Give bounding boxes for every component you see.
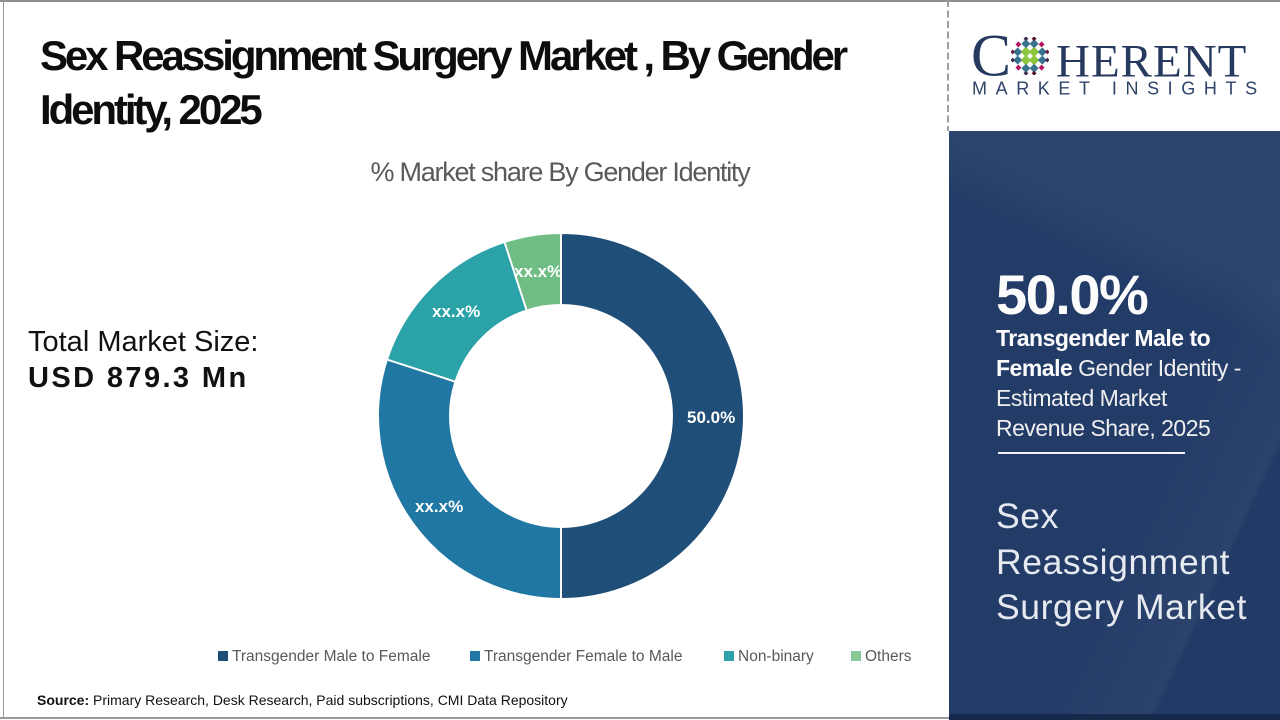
svg-text:MARKET INSIGHTS: MARKET INSIGHTS: [972, 79, 1266, 99]
svg-text:50.0%: 50.0%: [687, 408, 735, 427]
svg-text:HERENT: HERENT: [1056, 36, 1247, 88]
svg-text:C: C: [971, 23, 1011, 89]
svg-text:xx.x%: xx.x%: [415, 497, 463, 516]
svg-text:xx.x%: xx.x%: [432, 302, 480, 321]
svg-text:xx.x%: xx.x%: [514, 262, 562, 281]
